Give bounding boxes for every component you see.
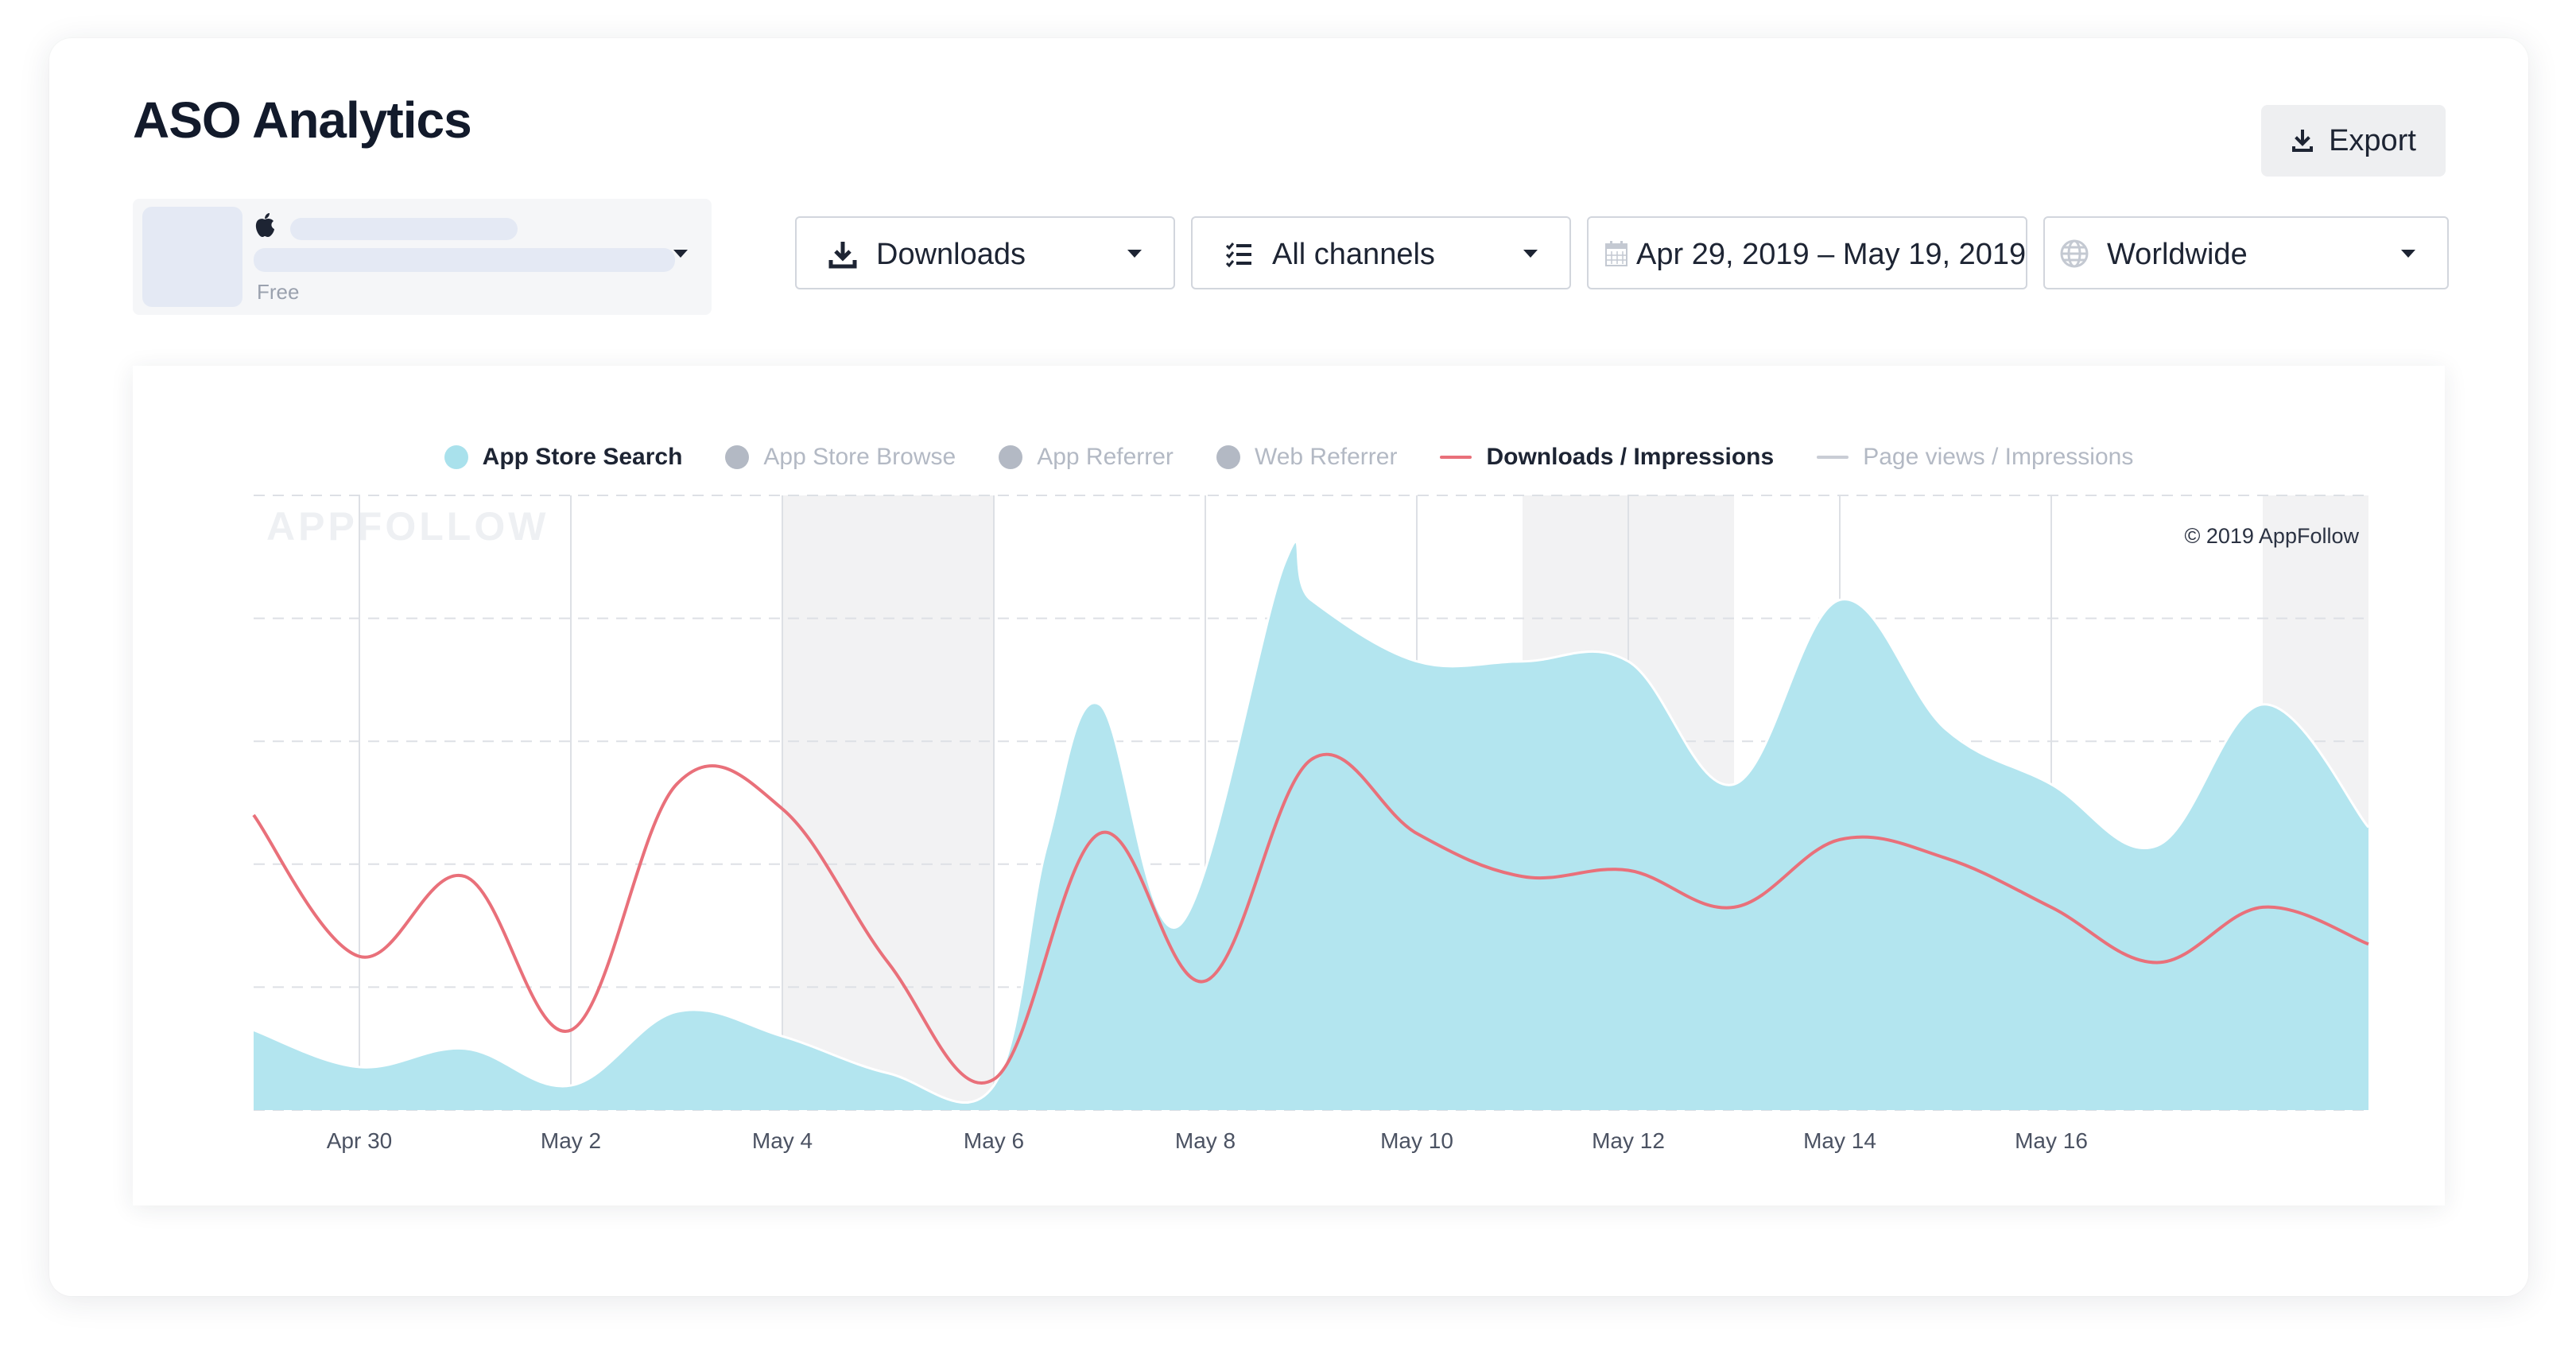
x-tick-label: Apr 30 (327, 1128, 393, 1153)
channels-label: All channels (1272, 238, 1435, 271)
date-range-picker[interactable]: Apr 29, 2019 – May 19, 2019 (1587, 216, 2027, 289)
legend-item-web-referrer[interactable]: Web Referrer (1216, 444, 1398, 471)
region-label: Worldwide (2107, 238, 2248, 271)
legend-label: Web Referrer (1254, 444, 1398, 470)
export-button[interactable]: Export (2261, 105, 2446, 177)
weekend-band (782, 495, 994, 1110)
metric-label: Downloads (876, 238, 1026, 271)
chevron-down-icon (673, 250, 688, 258)
page-title: ASO Analytics (133, 91, 472, 149)
chevron-down-icon (2401, 250, 2415, 258)
chart-card: Apr 30 May 2 May 4 May 6 May 8 May 10 May 12 Ma… (133, 366, 2445, 1205)
series-line-downloads-impressions (252, 752, 2369, 1085)
legend-item-page-views-impressions[interactable]: Page views / Impressions (1817, 444, 2133, 471)
apple-icon (255, 213, 274, 237)
legend-item-app-store-search[interactable]: App Store Search (444, 444, 683, 471)
chart-canvas: Apr 30 May 2 May 4 May 6 May 8 May 10 May 12 Ma… (252, 495, 2370, 1153)
legend-line (1440, 456, 1472, 459)
download-icon (2292, 130, 2314, 152)
checklist-icon (1225, 243, 1251, 268)
metric-dropdown[interactable]: Downloads (795, 216, 1175, 289)
legend-item-app-referrer[interactable]: App Referrer (999, 444, 1174, 471)
app-selector[interactable]: Free (133, 199, 712, 315)
x-tick-label: May 10 (1380, 1128, 1453, 1153)
calendar-icon (1605, 241, 1627, 266)
region-dropdown[interactable]: Worldwide (2043, 216, 2449, 289)
series-area-outline (253, 540, 2370, 1104)
series-area-app-store-search (254, 541, 2368, 1110)
legend-item-downloads-impressions[interactable]: Downloads / Impressions (1440, 444, 1774, 471)
app-icon-placeholder (142, 207, 242, 307)
chevron-down-icon (1523, 250, 1538, 258)
app-name-skeleton (290, 218, 518, 240)
channels-dropdown[interactable]: All channels (1191, 216, 1571, 289)
legend-item-app-store-browse[interactable]: App Store Browse (725, 444, 956, 471)
legend-label: App Store Browse (763, 444, 956, 470)
chart-legend: App Store Search App Store Browse App Re… (133, 433, 2445, 481)
x-tick-label: May 12 (1592, 1128, 1665, 1153)
globe-icon (2060, 239, 2089, 268)
legend-label: App Store Search (482, 444, 683, 470)
x-tick-label: May 14 (1803, 1128, 1876, 1153)
copyright-label: © 2019 AppFollow (2184, 524, 2359, 548)
x-tick-label: May 16 (2015, 1128, 2088, 1153)
legend-label: App Referrer (1037, 444, 1174, 470)
x-tick-label: May 2 (541, 1128, 601, 1153)
legend-label: Page views / Impressions (1863, 444, 2134, 470)
app-price: Free (257, 280, 300, 304)
x-tick-label: May 8 (1175, 1128, 1236, 1153)
x-tick-label: May 6 (964, 1128, 1024, 1153)
chevron-down-icon (1127, 250, 1142, 258)
export-label: Export (2329, 123, 2416, 157)
legend-line (1817, 456, 1849, 459)
legend-dot (725, 445, 750, 469)
download-icon (828, 242, 857, 269)
watermark: APPFOLLOW (266, 504, 549, 549)
legend-dot (1216, 445, 1240, 469)
date-range-label: Apr 29, 2019 – May 19, 2019 (1636, 238, 2027, 271)
legend-label: Downloads / Impressions (1486, 444, 1775, 470)
legend-dot (444, 445, 468, 469)
app-developer-skeleton (254, 248, 675, 272)
x-tick-label: May 4 (752, 1128, 813, 1153)
legend-dot (999, 445, 1023, 469)
